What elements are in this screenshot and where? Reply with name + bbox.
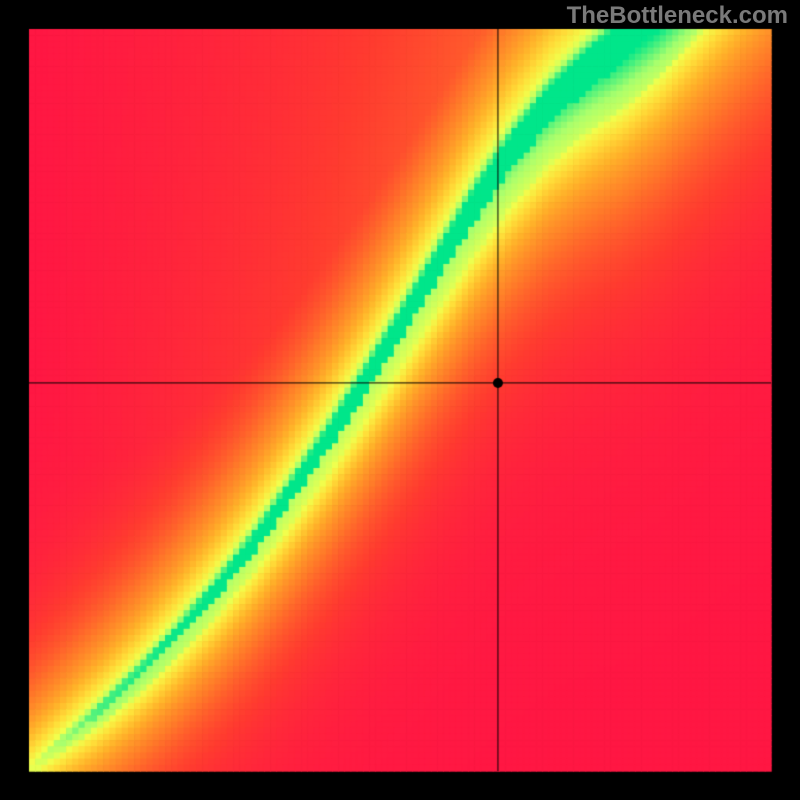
watermark-text: TheBottleneck.com [567, 2, 788, 30]
chart-container: TheBottleneck.com [0, 0, 800, 800]
heatmap-canvas [0, 0, 800, 800]
